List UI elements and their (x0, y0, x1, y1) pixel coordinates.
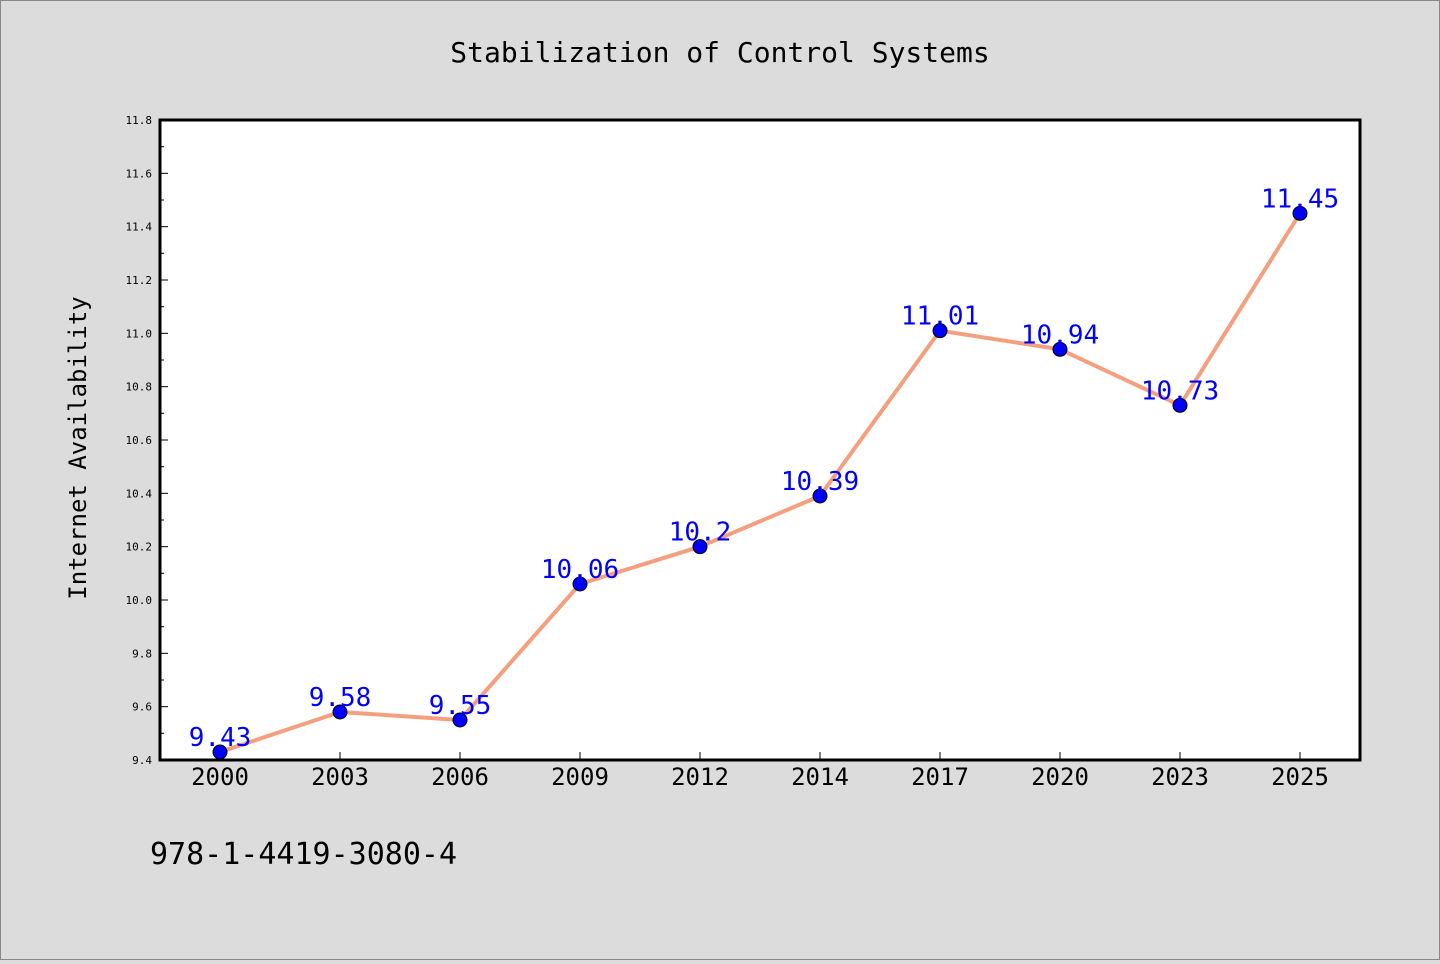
data-point (812, 488, 828, 504)
x-tick-label: 2012 (671, 763, 729, 791)
x-tick-label: 2017 (911, 763, 969, 791)
y-tick-label: 11.6 (126, 167, 153, 180)
data-label: 10.94 (1021, 320, 1099, 350)
footer-isbn: 978-1-4419-3080-4 (150, 837, 457, 872)
data-label: 11.01 (901, 302, 979, 332)
x-tick-label: 2009 (551, 763, 609, 791)
data-markers (212, 205, 1308, 760)
x-tick-label: 2006 (431, 763, 489, 791)
data-label: 10.73 (1141, 376, 1219, 406)
x-tick-label: 2020 (1031, 763, 1089, 791)
data-labels: 9.43 9.58 9.55 10.06 10.2 10.39 11.01 10.94 10.7… (189, 184, 1339, 753)
x-tick-label: 2000 (191, 763, 249, 791)
y-axis: 9.4 9.6 9.8 10.0 10.2 10.4 10.6 10.8 11.0 11.2 11.… (126, 114, 168, 767)
data-label: 11.45 (1261, 184, 1339, 214)
data-point (1172, 397, 1188, 413)
data-label: 9.55 (429, 691, 492, 721)
data-point (332, 704, 348, 720)
x-tick-label: 2025 (1271, 763, 1329, 791)
plot-area (158, 118, 1362, 762)
data-point (212, 744, 228, 760)
y-tick-label: 10.2 (126, 541, 153, 554)
x-axis: 2000 2003 2006 2009 2012 2014 2017 2020 2023 2025 (191, 752, 1329, 791)
y-axis-label: Internet Availability (64, 296, 92, 599)
series-line (219, 212, 1302, 754)
data-point (572, 576, 588, 592)
y-tick-label: 11.4 (126, 221, 153, 234)
data-point (1292, 205, 1308, 221)
x-tick-label: 2014 (791, 763, 849, 791)
y-tick-label: 11.2 (126, 274, 153, 287)
data-point (692, 539, 708, 555)
y-tick-label: 9.6 (132, 701, 152, 714)
data-label: 9.43 (189, 723, 252, 753)
y-tick-label: 9.4 (132, 754, 152, 767)
data-label: 10.39 (781, 467, 859, 497)
chart-title: Stabilization of Control Systems (450, 36, 989, 69)
y-tick-label: 10.4 (126, 487, 153, 500)
y-tick-label: 10.8 (126, 381, 153, 394)
x-tick-label: 2003 (311, 763, 369, 791)
data-label: 10.2 (669, 518, 732, 548)
y-tick-label: 11.0 (126, 327, 153, 340)
data-point (932, 323, 948, 339)
data-label: 9.58 (309, 683, 372, 713)
x-tick-label: 2023 (1151, 763, 1209, 791)
y-tick-label: 10.0 (126, 594, 153, 607)
data-point (452, 712, 468, 728)
data-point (1052, 341, 1068, 357)
y-tick-label: 11.8 (126, 114, 153, 127)
y-tick-label: 10.6 (126, 434, 153, 447)
data-label: 10.06 (541, 555, 619, 585)
y-tick-label: 9.8 (132, 647, 152, 660)
